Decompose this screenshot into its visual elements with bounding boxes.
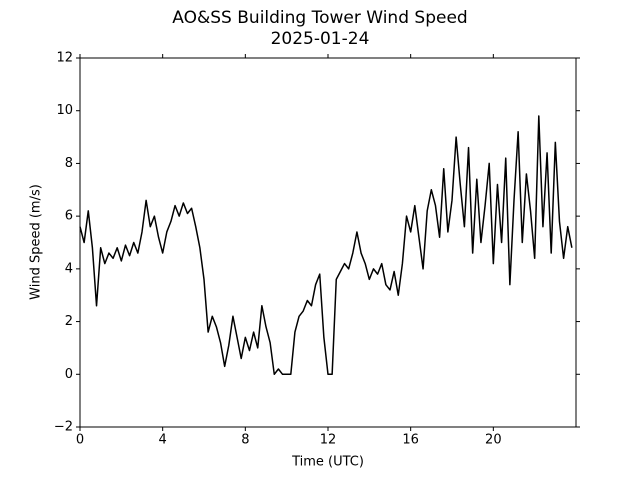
y-tick-label: 6	[65, 209, 73, 224]
x-tick-label: 20	[485, 433, 502, 448]
y-tick-label: 4	[65, 261, 73, 276]
x-tick-label: 4	[159, 433, 167, 448]
y-tick-label: 8	[65, 156, 73, 171]
x-tick-label: 8	[241, 433, 249, 448]
y-tick-label: 2	[65, 314, 73, 329]
plot-frame	[79, 57, 577, 428]
x-tick-label: 16	[402, 433, 419, 448]
y-tick-label: 10	[56, 103, 73, 118]
y-axis-label: Wind Speed (m/s)	[29, 184, 44, 300]
data-line	[79, 115, 573, 376]
chart-title: AO&SS Building Tower Wind Speed	[172, 8, 467, 28]
x-tick-label: 0	[76, 433, 84, 448]
x-axis-label: Time (UTC)	[291, 455, 364, 470]
chart-subtitle: 2025-01-24	[271, 29, 370, 49]
y-tick-label: 12	[56, 51, 73, 66]
y-tick-label: −2	[54, 420, 73, 435]
y-tick-label: 0	[65, 367, 73, 382]
x-tick-label: 12	[320, 433, 337, 448]
